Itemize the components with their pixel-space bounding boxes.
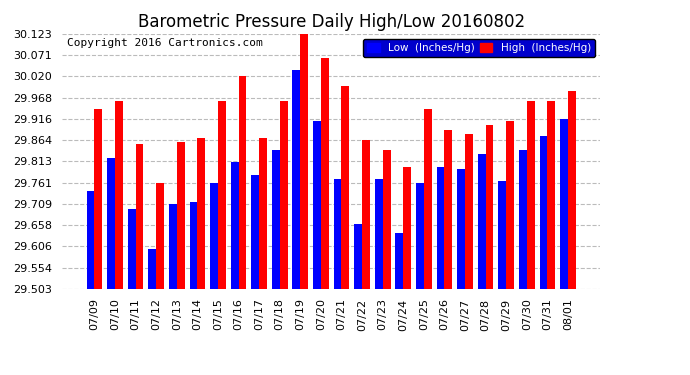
Bar [334,179,342,289]
Bar [197,138,205,289]
Title: Barometric Pressure Daily High/Low 20160802: Barometric Pressure Daily High/Low 20160… [137,13,525,31]
Bar [313,122,321,289]
Bar [519,150,527,289]
Bar [115,101,123,289]
Bar [540,136,547,289]
Bar [239,76,246,289]
Bar [135,144,144,289]
Bar [148,249,156,289]
Bar [527,101,535,289]
Bar [395,233,403,289]
Bar [259,138,267,289]
Bar [375,179,383,289]
Bar [128,209,135,289]
Bar [210,183,218,289]
Bar [457,169,465,289]
Bar [486,126,493,289]
Bar [547,101,555,289]
Bar [300,34,308,289]
Bar [424,109,432,289]
Bar [362,140,370,289]
Bar [321,58,328,289]
Bar [498,181,506,289]
Bar [403,166,411,289]
Bar [444,130,452,289]
Bar [107,158,115,289]
Bar [560,119,568,289]
Bar [568,90,576,289]
Bar [279,101,288,289]
Bar [354,224,362,289]
Bar [272,150,279,289]
Bar [383,150,391,289]
Bar [465,134,473,289]
Bar [95,109,102,289]
Bar [477,154,486,289]
Bar [218,101,226,289]
Bar [177,142,185,289]
Bar [342,86,349,289]
Bar [156,183,164,289]
Bar [230,162,239,289]
Bar [416,183,424,289]
Bar [169,204,177,289]
Bar [437,166,444,289]
Text: Copyright 2016 Cartronics.com: Copyright 2016 Cartronics.com [68,38,263,48]
Bar [506,122,514,289]
Bar [86,191,95,289]
Bar [293,70,300,289]
Bar [190,202,197,289]
Legend: Low  (Inches/Hg), High  (Inches/Hg): Low (Inches/Hg), High (Inches/Hg) [363,39,595,57]
Bar [251,175,259,289]
